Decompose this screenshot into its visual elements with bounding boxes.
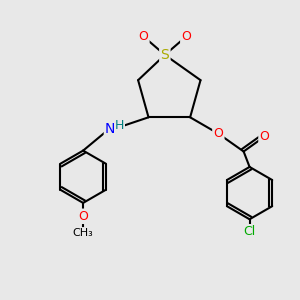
- Text: S: S: [160, 48, 169, 62]
- Text: H: H: [115, 119, 124, 132]
- Text: O: O: [260, 130, 269, 143]
- Text: Cl: Cl: [243, 225, 256, 238]
- Text: O: O: [139, 30, 148, 43]
- Text: N: N: [104, 122, 115, 136]
- Text: O: O: [78, 210, 88, 223]
- Text: CH₃: CH₃: [73, 228, 94, 238]
- Text: O: O: [213, 127, 223, 140]
- Text: O: O: [181, 30, 191, 43]
